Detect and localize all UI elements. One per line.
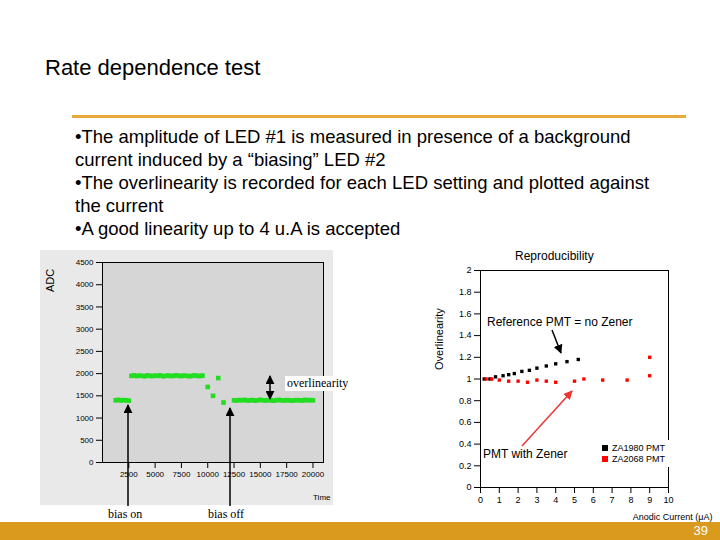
html-text:Overlinearity: Overlinearity xyxy=(433,308,445,370)
html-text:•The overlinearity is recorded: •The overlinearity is recorded for each … xyxy=(75,172,650,216)
svg-text:0.6: 0.6 xyxy=(459,417,472,427)
svg-text:0.2: 0.2 xyxy=(459,461,472,471)
svg-text:20000: 20000 xyxy=(302,470,325,479)
svg-text:1: 1 xyxy=(497,495,502,505)
svg-text:8: 8 xyxy=(628,495,633,505)
svg-text:4500: 4500 xyxy=(76,258,94,267)
svg-text:0: 0 xyxy=(89,458,94,467)
svg-text:7: 7 xyxy=(610,495,615,505)
svg-text:5: 5 xyxy=(572,495,577,505)
svg-text:0: 0 xyxy=(478,495,483,505)
svg-text:3500: 3500 xyxy=(76,303,94,312)
html-text:Reference PMT = no Zener: Reference PMT = no Zener xyxy=(487,315,633,329)
svg-text:2: 2 xyxy=(516,495,521,505)
svg-text:4: 4 xyxy=(553,495,558,505)
svg-text:0: 0 xyxy=(466,482,471,492)
svg-text:2000: 2000 xyxy=(76,369,94,378)
svg-text:1: 1 xyxy=(466,374,471,384)
svg-text:0.4: 0.4 xyxy=(459,439,472,449)
svg-text:1500: 1500 xyxy=(76,391,94,400)
svg-text:Anodic Current (μA): Anodic Current (μA) xyxy=(633,512,713,522)
svg-text:6: 6 xyxy=(591,495,596,505)
html-text:ZA2068 PMT: ZA2068 PMT xyxy=(612,454,665,464)
svg-text:17500: 17500 xyxy=(276,470,299,479)
html-text:•The amplitude of LED #1 is me: •The amplitude of LED #1 is measured in … xyxy=(75,126,631,170)
html-text:bias off: bias off xyxy=(208,507,245,521)
svg-text:10000: 10000 xyxy=(197,470,220,479)
html-text:ZA1980 PMT: ZA1980 PMT xyxy=(612,443,665,453)
svg-text:1000: 1000 xyxy=(76,414,94,423)
svg-text:2: 2 xyxy=(466,265,471,275)
svg-text:3: 3 xyxy=(534,495,539,505)
svg-text:1.2: 1.2 xyxy=(459,352,472,362)
svg-text:2500: 2500 xyxy=(120,470,138,479)
svg-text:7500: 7500 xyxy=(173,470,191,479)
html-text:overlinearity: overlinearity xyxy=(287,376,349,390)
svg-text:500: 500 xyxy=(80,436,94,445)
svg-text:1.4: 1.4 xyxy=(459,330,472,340)
svg-text:5000: 5000 xyxy=(146,470,164,479)
html-text:39: 39 xyxy=(693,523,708,538)
html-text:ADC: ADC xyxy=(44,268,56,292)
svg-text:10: 10 xyxy=(663,495,673,505)
svg-text:4000: 4000 xyxy=(76,280,94,289)
svg-text:Time: Time xyxy=(313,493,331,502)
html-text:PMT with Zener: PMT with Zener xyxy=(483,447,568,461)
svg-text:1.6: 1.6 xyxy=(459,309,472,319)
svg-text:2500: 2500 xyxy=(76,347,94,356)
html-text:Rate dependence test: Rate dependence test xyxy=(45,55,261,80)
svg-text:9: 9 xyxy=(647,495,652,505)
html-text:Reproducibility: Reproducibility xyxy=(515,249,594,263)
svg-text:3000: 3000 xyxy=(76,325,94,334)
svg-text:12500: 12500 xyxy=(223,470,246,479)
svg-text:15000: 15000 xyxy=(249,470,272,479)
html-text:bias on: bias on xyxy=(108,507,143,521)
html-text:•A good linearity up to 4 u.A: •A good linearity up to 4 u.A is accepte… xyxy=(75,218,401,239)
svg-text:0.8: 0.8 xyxy=(459,396,472,406)
svg-text:1.8: 1.8 xyxy=(459,287,472,297)
